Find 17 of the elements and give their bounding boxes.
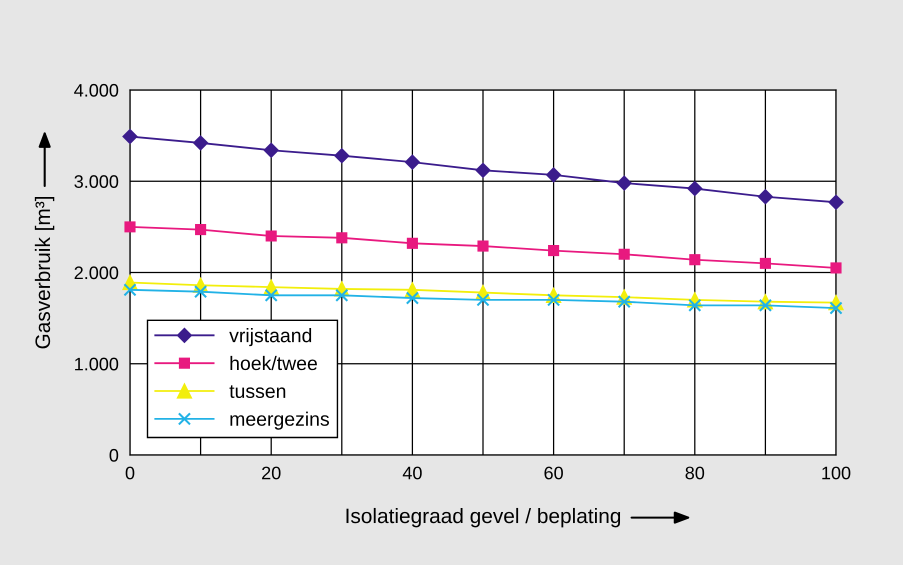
legend-label: tussen [229,385,286,398]
y-axis-title: Gasverbruik [m³] [34,197,54,348]
x-tick-label: 0 [126,466,134,480]
x-tick-label: 80 [686,466,704,480]
y-tick-label: 1.000 [75,358,118,370]
x-tick-label: 40 [402,466,422,480]
legend-label: meergezins [230,412,329,430]
x-axis-title: Isolatiegraad gevel / beplating [346,508,620,528]
y-tick-label: 4.000 [74,84,118,97]
x-tick-label: 100 [822,466,850,480]
y-tick-label: 2.000 [74,266,118,280]
legend-label: hoek/twee [230,356,317,370]
x-tick-label: 20 [262,466,281,480]
y-tick-label: 0 [110,448,118,462]
y-tick-label: 3.000 [74,175,118,188]
legend-label: vrijstaand [229,328,312,346]
x-tick-label: 60 [544,466,563,480]
